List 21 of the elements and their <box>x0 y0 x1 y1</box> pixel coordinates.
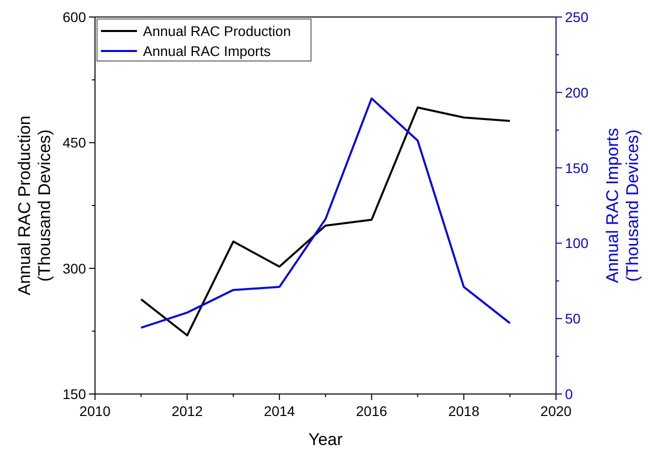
y2-tick-label: 50 <box>565 310 581 327</box>
y-tick-label: 300 <box>62 260 86 276</box>
y-tick-label: 450 <box>62 134 86 151</box>
x-tick-label: 2018 <box>448 403 480 419</box>
y2-tick-label: 250 <box>565 9 589 25</box>
legend-label: Annual RAC Imports <box>143 43 271 59</box>
y2-axis-title: Annual RAC Imports (Thousand Devices) <box>603 128 642 283</box>
y2-tick-label: 200 <box>565 84 589 100</box>
y-tick-label: 600 <box>62 9 86 25</box>
x-tick-label: 2012 <box>172 403 203 419</box>
y2-tick-label: 0 <box>565 386 573 402</box>
x-tick-label: 2014 <box>264 403 296 419</box>
x-tick-label: 2020 <box>540 403 572 419</box>
y2-tick-label: 100 <box>565 235 589 252</box>
x-tick-label: 2016 <box>356 403 388 419</box>
y-axis-title: Annual RAC Production (Thousand Devices) <box>15 116 54 296</box>
legend-label: Annual RAC Production <box>143 23 291 39</box>
x-axis-title: Year <box>308 430 344 449</box>
y2-tick-label: 150 <box>565 160 589 176</box>
y-tick-label: 150 <box>62 386 86 402</box>
x-tick-label: 2010 <box>79 403 111 419</box>
